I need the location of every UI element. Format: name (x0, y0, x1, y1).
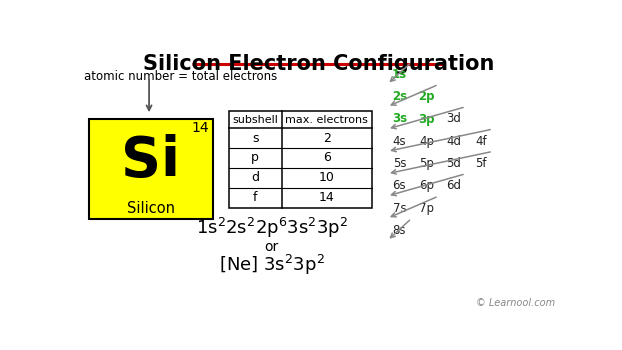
Text: 2: 2 (323, 132, 331, 145)
Text: 2p: 2p (418, 90, 435, 103)
Text: 7p: 7p (419, 202, 434, 215)
Text: Silicon: Silicon (127, 201, 175, 216)
Text: 4p: 4p (419, 135, 434, 148)
Text: Si: Si (121, 134, 180, 188)
Bar (88, 119, 213, 219)
Text: $\mathregular{[Ne]\ 3s^23p^2}$: $\mathregular{[Ne]\ 3s^23p^2}$ (218, 253, 325, 277)
Text: 10: 10 (319, 171, 335, 184)
Text: or: or (264, 240, 279, 254)
Text: d: d (251, 171, 259, 184)
Text: 5p: 5p (419, 157, 434, 170)
Text: 8s: 8s (392, 224, 406, 237)
Text: 5s: 5s (392, 157, 406, 170)
Text: s: s (252, 132, 259, 145)
Text: 1s: 1s (392, 68, 407, 81)
Text: 5d: 5d (446, 157, 461, 170)
Text: max. electrons: max. electrons (285, 115, 368, 125)
Text: 3d: 3d (446, 112, 461, 126)
Text: 7s: 7s (392, 202, 406, 215)
Text: Silicon Electron Configuration: Silicon Electron Configuration (143, 54, 494, 74)
Text: 6p: 6p (419, 180, 434, 193)
Text: 2s: 2s (392, 90, 407, 103)
Text: 3p: 3p (418, 112, 435, 126)
Text: 6s: 6s (392, 180, 406, 193)
Text: 6: 6 (323, 152, 331, 164)
Text: 4d: 4d (446, 135, 461, 148)
Text: 5f: 5f (475, 157, 486, 170)
Text: atomic number = total electrons: atomic number = total electrons (84, 70, 277, 83)
Text: $\mathregular{1s^22s^22p^63s^23p^2}$: $\mathregular{1s^22s^22p^63s^23p^2}$ (195, 216, 348, 240)
Text: 14: 14 (191, 121, 209, 135)
Text: 6d: 6d (446, 180, 461, 193)
Text: 3s: 3s (392, 112, 407, 126)
Text: 4s: 4s (392, 135, 406, 148)
Text: © Learnool.com: © Learnool.com (476, 298, 555, 308)
Text: f: f (253, 191, 258, 204)
Bar (229, 111, 372, 208)
Text: 14: 14 (319, 191, 335, 204)
Text: subshell: subshell (232, 115, 278, 125)
Text: 4f: 4f (475, 135, 486, 148)
Text: p: p (251, 152, 259, 164)
